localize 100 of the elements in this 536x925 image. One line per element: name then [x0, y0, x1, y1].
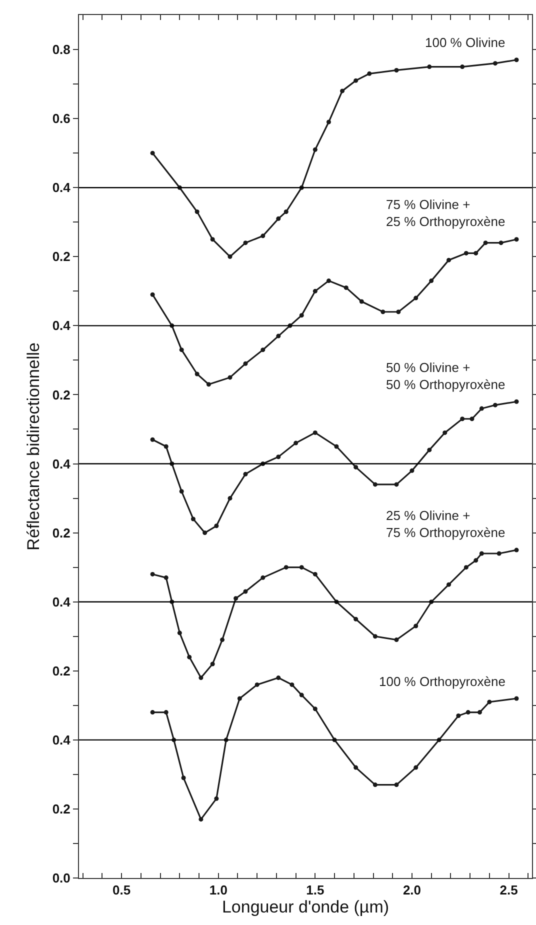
point	[394, 482, 399, 487]
point	[326, 278, 331, 284]
y-tick-label: 0.2	[52, 249, 70, 264]
point	[442, 430, 448, 435]
y-tick-label: 0.2	[52, 525, 70, 540]
point	[334, 444, 339, 449]
point	[214, 524, 219, 528]
point	[477, 710, 482, 715]
point	[496, 551, 502, 556]
point	[359, 299, 364, 304]
point	[460, 416, 465, 422]
point	[276, 454, 281, 460]
y-tick-label: 0.4	[52, 594, 72, 610]
point	[228, 496, 232, 501]
point	[220, 638, 225, 642]
point	[372, 634, 378, 639]
point	[372, 782, 378, 788]
point	[234, 596, 238, 601]
point	[150, 710, 155, 715]
point	[312, 147, 318, 152]
point	[354, 464, 358, 470]
point	[464, 250, 468, 256]
point	[243, 472, 248, 476]
point	[228, 254, 232, 259]
point	[394, 638, 399, 642]
y-tick-label: 0.2	[52, 663, 70, 678]
point	[206, 382, 211, 387]
point	[514, 237, 519, 242]
point	[260, 575, 266, 580]
point	[474, 558, 478, 563]
point	[164, 575, 168, 580]
x-tick-label: 2.5	[500, 882, 518, 898]
point	[276, 216, 281, 221]
point	[414, 765, 418, 770]
series-label: 50 % Olivine + 50 % Orthopyroxène	[386, 360, 506, 392]
point	[243, 361, 248, 366]
point	[284, 210, 288, 214]
point	[194, 372, 200, 376]
point	[340, 88, 345, 94]
point	[429, 278, 434, 284]
y-tick-label: 0.6	[52, 111, 70, 126]
point	[260, 234, 266, 238]
point	[479, 551, 484, 556]
point	[312, 430, 318, 435]
point	[210, 237, 215, 242]
point	[354, 616, 358, 622]
series-label: 25 % Olivine + 75 % Orthopyroxène	[386, 508, 506, 540]
point	[479, 406, 484, 411]
series-label: 100 % Olivine	[425, 35, 506, 50]
point	[276, 676, 281, 680]
point	[414, 296, 418, 300]
point	[514, 399, 519, 404]
point	[276, 334, 281, 338]
point	[470, 416, 474, 422]
point	[179, 348, 184, 352]
point	[237, 696, 242, 701]
point	[299, 692, 304, 698]
point	[312, 572, 318, 576]
point	[427, 448, 432, 452]
point	[466, 710, 470, 715]
point	[294, 440, 298, 446]
point	[487, 700, 492, 704]
point	[243, 589, 248, 594]
point	[243, 240, 248, 246]
point	[367, 71, 372, 76]
point	[344, 285, 348, 290]
y-axis-title: Réflectance bidirectionnelle	[24, 342, 43, 550]
y-tick-label: 0.0	[52, 870, 70, 886]
x-tick-label: 1.5	[306, 882, 324, 898]
y-tick-label: 0.4	[52, 456, 72, 472]
point	[514, 548, 519, 552]
point	[299, 313, 304, 318]
point	[290, 682, 294, 687]
point	[474, 250, 478, 256]
x-tick-label: 0.5	[112, 882, 131, 898]
series-label: 100 % Orthopyroxène	[379, 674, 506, 689]
point	[498, 240, 504, 246]
point	[150, 572, 155, 576]
point	[164, 444, 168, 449]
point	[464, 565, 468, 570]
point	[202, 530, 208, 536]
point	[354, 78, 358, 83]
y-tick-label: 0.4	[52, 318, 72, 334]
point	[198, 817, 204, 822]
point	[228, 375, 232, 380]
y-tick-label: 0.2	[52, 802, 70, 817]
point	[514, 696, 519, 701]
point	[164, 710, 168, 715]
point	[312, 288, 318, 294]
y-tick-label: 0.2	[52, 387, 70, 402]
point	[260, 348, 266, 352]
point	[492, 61, 498, 66]
point	[150, 437, 155, 442]
point	[456, 714, 461, 718]
x-axis-title: Longueur d'onde (µm)	[222, 898, 390, 917]
point	[254, 682, 260, 687]
point	[483, 240, 488, 246]
x-tick-label: 1.0	[209, 882, 228, 898]
point	[460, 64, 465, 70]
point	[514, 58, 519, 62]
